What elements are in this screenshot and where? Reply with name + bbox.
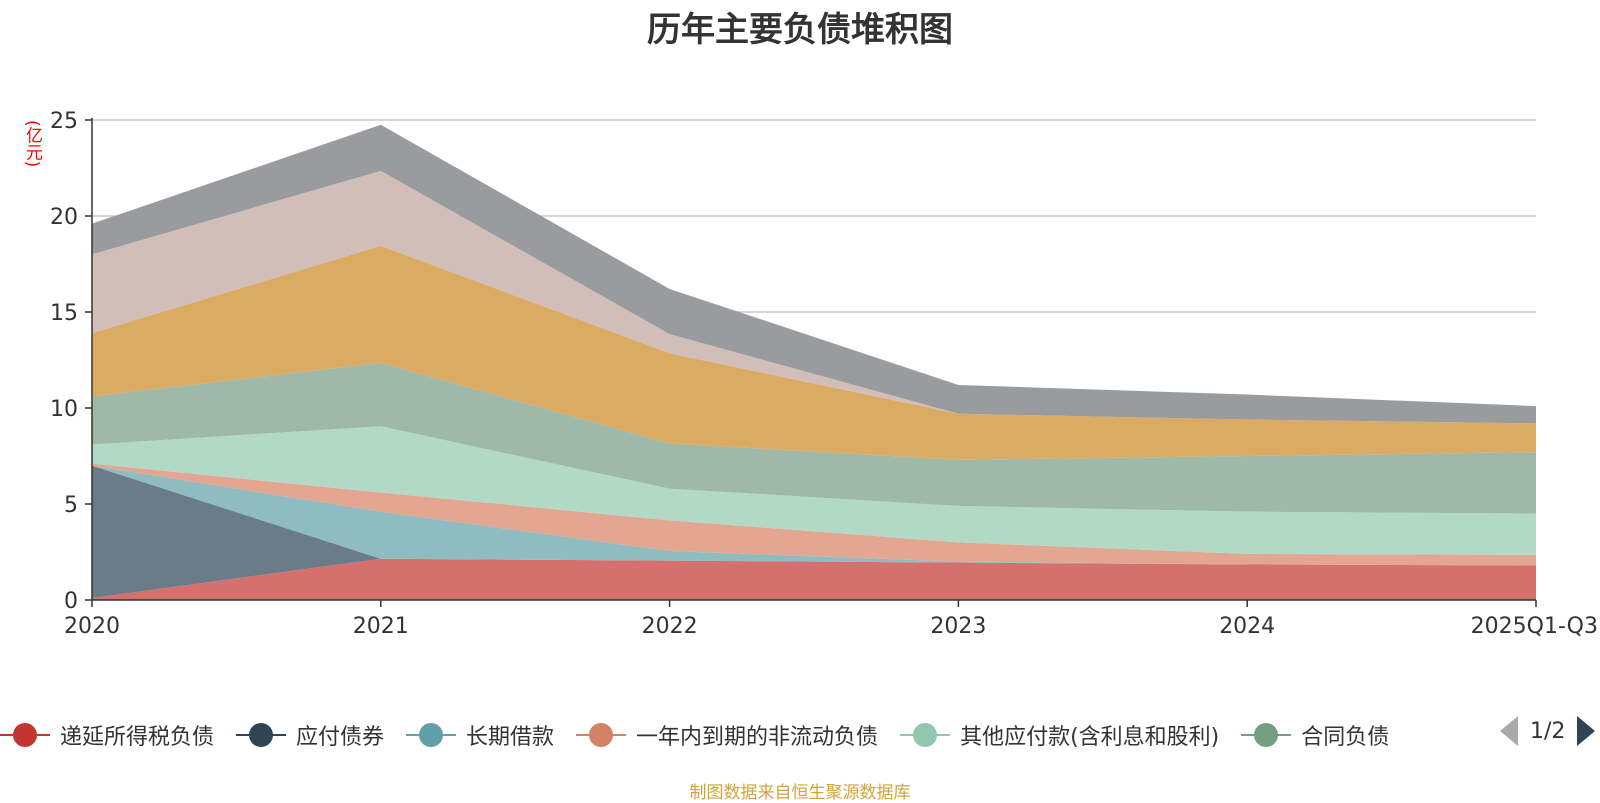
legend-marker-icon <box>236 722 287 748</box>
x-tick-label: 2022 <box>642 614 698 639</box>
legend-item-5[interactable]: 其他应付款(含利息和股利) <box>900 719 1219 751</box>
y-tick-label: 10 <box>50 397 78 422</box>
data-source-note: 制图数据来自恒生聚源数据库 <box>689 783 911 803</box>
area-series <box>92 124 1536 600</box>
y-tick-label: 20 <box>50 205 78 230</box>
legend-item-label: 合同负债 <box>1301 725 1390 750</box>
legend-item-label: 应付债券 <box>296 725 385 750</box>
y-tick-label: 0 <box>64 589 78 614</box>
x-tick-label: 2021 <box>353 614 409 639</box>
chart-title: 历年主要负债堆积图 <box>647 10 953 50</box>
stacked-area-chart: 0 5 10 15 20 25 2020 2021 2022 2023 2024 2025Q1-Q3 <box>50 109 1598 639</box>
x-tick-label: 2025Q1-Q3 <box>1471 614 1598 639</box>
legend-item-label: 递延所得税负债 <box>60 725 215 750</box>
y-tick-label: 5 <box>64 493 78 518</box>
axes: 0 5 10 15 20 25 2020 2021 2022 2023 2024 2025Q1-Q3 <box>50 109 1598 639</box>
legend-marker-icon <box>0 722 50 748</box>
legend-item-label: 长期借款 <box>466 725 555 750</box>
legend-item-label: 一年内到期的非流动负债 <box>636 725 879 750</box>
x-tick-label: 2023 <box>930 614 986 639</box>
legend: 递延所得税负债 应付债券 长期借款 一年内到期的非流动负债 其他应付款(含利息和股利) 合… <box>0 713 1600 757</box>
legend-item-6[interactable]: 合同负债 <box>1241 719 1389 751</box>
area-series-8[interactable] <box>92 170 1536 424</box>
legend-next-page-icon[interactable] <box>1577 716 1596 746</box>
legend-prev-page-icon[interactable] <box>1500 716 1518 746</box>
legend-marker-icon <box>406 722 457 748</box>
y-tick-label: 25 <box>50 109 78 134</box>
legend-item-4[interactable]: 一年内到期的非流动负债 <box>576 719 878 751</box>
legend-item-1[interactable]: 递延所得税负债 <box>0 719 214 751</box>
x-tick-label: 2024 <box>1219 614 1275 639</box>
legend-item-2[interactable]: 应付债券 <box>236 719 384 751</box>
legend-marker-icon <box>576 722 627 748</box>
y-tick-label: 15 <box>50 301 78 326</box>
area-series-3[interactable] <box>92 465 1536 566</box>
area-series-7[interactable] <box>92 245 1536 460</box>
area-series-6[interactable] <box>92 362 1536 514</box>
area-series-5[interactable] <box>92 426 1536 555</box>
legend-marker-icon <box>1241 722 1292 748</box>
area-series-4[interactable] <box>92 463 1536 566</box>
legend-marker-icon <box>900 722 951 748</box>
area-series-9[interactable] <box>92 124 1536 424</box>
legend-page-indicator: 1/2 <box>1530 718 1566 744</box>
area-series-1[interactable] <box>92 558 1536 600</box>
legend-item-3[interactable]: 长期借款 <box>406 719 554 751</box>
legend-pager: 1/2 <box>1500 716 1596 746</box>
y-axis-unit-label: (亿元) <box>22 120 42 168</box>
x-tick-label: 2020 <box>64 614 120 639</box>
legend-item-label: 其他应付款(含利息和股利) <box>960 725 1220 750</box>
